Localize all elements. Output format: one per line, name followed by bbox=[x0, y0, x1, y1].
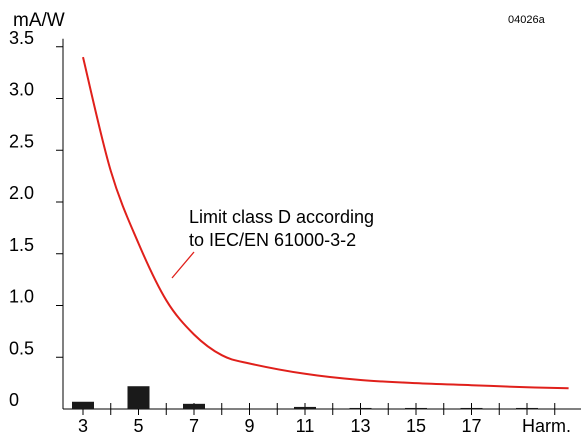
x-tick-label: 9 bbox=[244, 416, 254, 436]
harmonic-bar bbox=[127, 386, 150, 409]
x-tick-label: 11 bbox=[296, 416, 315, 436]
y-tick-label: 1.0 bbox=[9, 287, 34, 307]
harmonic-bar bbox=[460, 407, 483, 410]
y-tick-label: 2.5 bbox=[9, 131, 34, 151]
x-axis-label: Harm. bbox=[522, 416, 571, 436]
annotation-line-2: to IEC/EN 61000-3-2 bbox=[189, 230, 356, 250]
annotation-line-1: Limit class D according bbox=[189, 207, 374, 227]
harmonic-bar bbox=[72, 401, 94, 409]
y-tick-label: 3.5 bbox=[9, 28, 34, 48]
harmonic-bar bbox=[349, 407, 372, 410]
x-tick-label: 17 bbox=[461, 416, 481, 436]
y-tick-label: 1.5 bbox=[9, 235, 34, 255]
bars bbox=[72, 386, 538, 410]
y-tick-label: 0 bbox=[9, 390, 19, 410]
harmonic-bar bbox=[405, 407, 427, 410]
harmonic-bar bbox=[516, 407, 538, 410]
annotation-leader bbox=[171, 251, 195, 279]
x-tick-label: 5 bbox=[133, 416, 143, 436]
x-tick-label: 15 bbox=[406, 416, 426, 436]
harmonic-bar bbox=[183, 403, 205, 409]
y-tick-label: 2.0 bbox=[9, 183, 34, 203]
x-tick-label: 13 bbox=[350, 416, 370, 436]
tick-labels: 0 0.5 1.0 1.5 2.0 2.5 3.0 3.5 3 5 7 9 11 13 15 17 Harm. bbox=[9, 28, 571, 436]
y-tick-label: 0.5 bbox=[9, 338, 34, 358]
y-axis-label: mA/W bbox=[13, 10, 65, 31]
x-tick-label: 3 bbox=[78, 416, 88, 436]
limit-curve bbox=[82, 56, 569, 390]
figure-code: 04026a bbox=[508, 14, 546, 26]
x-tick-label: 7 bbox=[189, 416, 199, 436]
y-tick-label: 3.0 bbox=[9, 80, 34, 100]
harmonic-bar bbox=[294, 406, 316, 409]
